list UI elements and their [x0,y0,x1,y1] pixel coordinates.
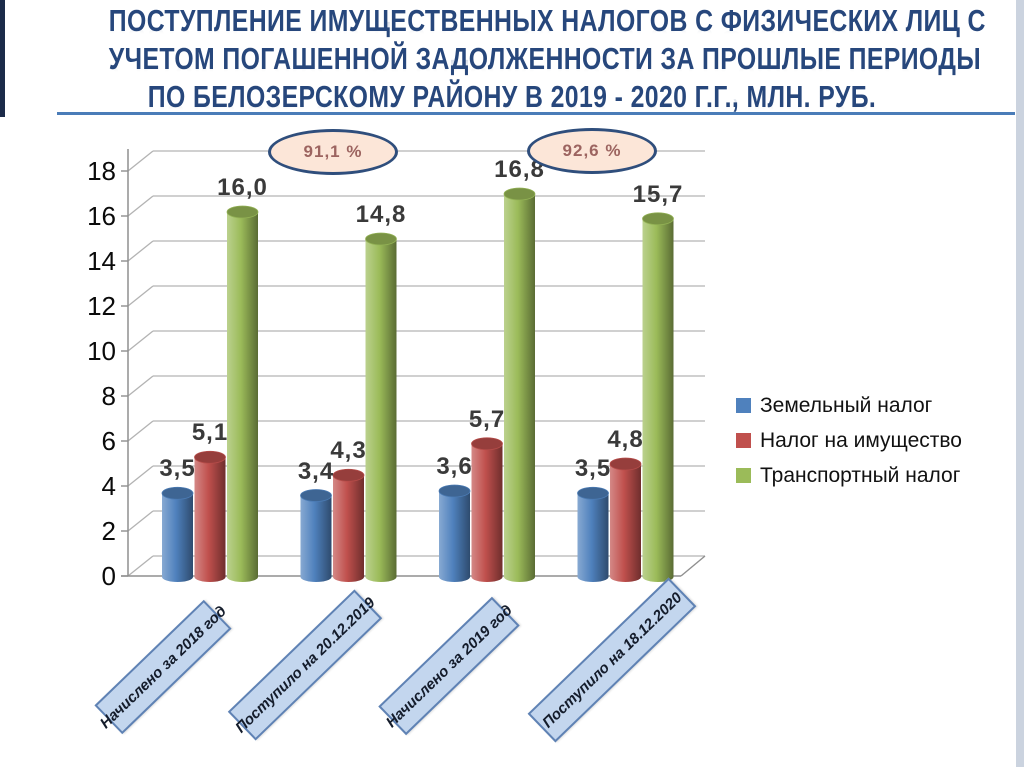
bar-cylinder-top [438,484,471,498]
gridline-bevel [127,375,154,397]
legend-swatch-icon [736,468,751,483]
left-edge-accent [0,0,5,117]
bar-cylinder-body [471,443,503,577]
legend-swatch-icon [736,398,751,413]
bar-cylinder-body [642,218,674,577]
legend-label: Налог на имущество [760,428,962,452]
bar-cylinder-top [300,489,332,502]
bar-cylinder-top [471,437,503,451]
gridline-bevel [127,285,154,307]
bar-cylinder-body [610,464,641,577]
bar-cylinder-body [439,491,470,577]
bar-cylinder-body [504,194,535,577]
chart-legend: Земельный налог Налог на имущество Транс… [736,388,962,493]
bar-cylinder-top [609,457,642,471]
legend-item-property-tax: Налог на имущество [736,423,962,458]
bar-cylinder-top [161,486,194,500]
title-line-2: УЧЕТОМ ПОГАШЕННОЙ ЗАДОЛЖЕННОСТИ ЗА ПРОШЛ… [108,41,982,76]
percent-annotation-1: 91,1 % [268,129,398,175]
bar-cylinder-body [300,495,332,577]
floor-edge [680,555,706,577]
title-line-1: ПОСТУПЛЕНИЕ ИМУЩЕСТВЕННЫХ НАЛОГОВ С ФИЗИ… [108,3,986,38]
bar-cylinder-top [577,486,609,500]
bar-cylinder-body [227,212,258,577]
gridline-bevel [127,420,154,442]
bar-cylinder-top [332,468,365,482]
percent-annotation-1-text: 91,1 % [303,142,363,161]
legend-label: Земельный налог [760,393,933,417]
percent-annotation-2: 92,6 % [527,128,657,174]
bar-cylinder-top [226,205,259,219]
bar-cylinder-top [194,450,226,464]
percent-annotation-2-text: 92,6 % [562,141,622,160]
legend-item-transport-tax: Транспортный налог [736,458,962,493]
bar-cylinder-top [365,232,397,246]
gridline-bevel [127,330,154,352]
gridline-bevel [127,465,154,487]
bar-cylinder-body [162,493,193,577]
legend-item-land-tax: Земельный налог [736,388,962,423]
title-underline [57,112,1015,115]
bar-cylinder-body [365,239,397,577]
bar-cylinder-top [503,187,536,201]
gridline-bevel [127,510,154,532]
right-edge-accent [1016,0,1024,767]
title-line-3: ПО БЕЛОЗЕРСКОМУ РАЙОНУ В 2019 - 2020 Г.Г… [147,79,877,114]
bar-cylinder-body [333,475,364,577]
bar-cylinder-top [642,212,674,226]
slide-title: ПОСТУПЛЕНИЕ ИМУЩЕСТВЕННЫХ НАЛОГОВ С ФИЗИ… [8,2,1016,116]
gridline-bevel [127,195,154,217]
bar-cylinder-body [194,457,226,577]
gridline-bevel [127,555,154,577]
legend-label: Транспортный налог [760,463,961,487]
legend-swatch-icon [736,433,751,448]
bar-cylinder-body [577,493,609,577]
gridline-bevel [127,240,154,262]
gridline-bevel [127,150,154,172]
